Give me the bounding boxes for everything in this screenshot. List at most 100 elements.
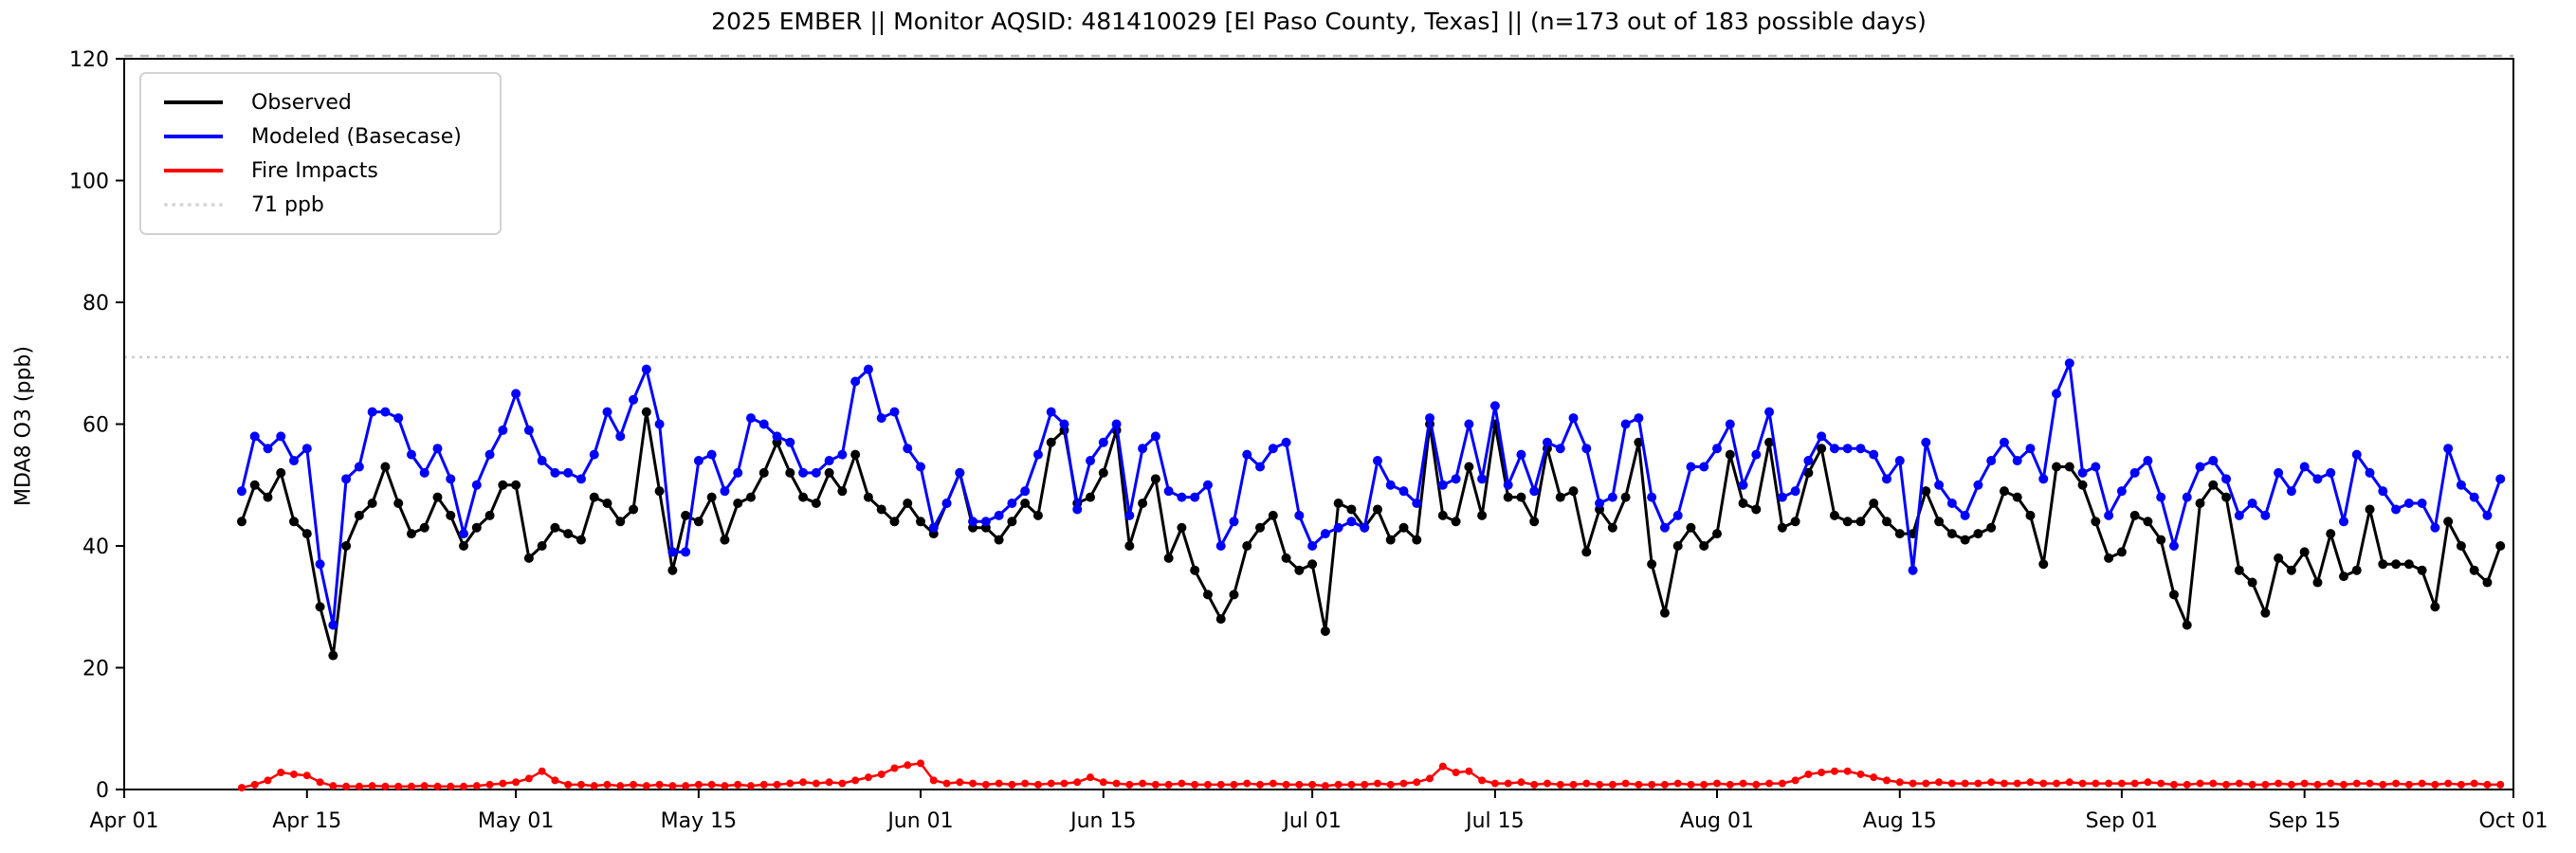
series-point-modeled-basecase- (2012, 456, 2022, 466)
series-point-modeled-basecase- (1529, 486, 1540, 497)
series-point-fire-impacts (2026, 778, 2035, 787)
series-point-observed (484, 510, 495, 520)
series-point-fire-impacts (499, 779, 507, 788)
series-point-fire-impacts (956, 778, 964, 787)
series-point-fire-impacts (1765, 779, 1774, 788)
series-point-fire-impacts (1582, 779, 1591, 788)
series-point-observed (2299, 547, 2310, 557)
series-point-fire-impacts (2235, 779, 2243, 788)
legend-box: Observed Modeled (Basecase) Fire Impacts… (139, 72, 502, 235)
series-point-observed (1190, 565, 1200, 575)
series-point-modeled-basecase- (1072, 504, 1083, 515)
series-point-modeled-basecase- (523, 425, 534, 435)
y-tick-label: 100 (69, 171, 109, 194)
series-point-modeled-basecase- (1986, 456, 1997, 466)
series-point-modeled-basecase- (1177, 492, 1187, 502)
series-point-fire-impacts (1334, 780, 1343, 789)
series-point-modeled-basecase- (484, 449, 495, 460)
series-point-modeled-basecase- (2469, 492, 2479, 502)
series-point-observed (1281, 553, 1291, 563)
series-point-fire-impacts (329, 782, 338, 790)
series-point-fire-impacts (917, 759, 924, 768)
series-point-modeled-basecase- (2077, 467, 2088, 478)
series-point-modeled-basecase- (2052, 389, 2062, 399)
series-point-modeled-basecase- (1360, 522, 1370, 533)
series-point-fire-impacts (2092, 779, 2100, 788)
series-point-modeled-basecase- (1451, 474, 1461, 484)
series-point-fire-impacts (734, 780, 742, 789)
series-point-modeled-basecase- (889, 407, 900, 417)
series-point-fire-impacts (1021, 779, 1030, 788)
series-point-fire-impacts (1883, 776, 1891, 785)
series-point-modeled-basecase- (537, 456, 547, 466)
series-point-fire-impacts (707, 780, 716, 789)
series-point-modeled-basecase- (2208, 456, 2219, 466)
series-point-observed (446, 510, 456, 520)
series-point-modeled-basecase- (720, 486, 730, 497)
series-point-fire-impacts (1648, 780, 1656, 789)
series-point-observed (2025, 510, 2036, 520)
series-point-modeled-basecase- (1647, 492, 1657, 502)
series-point-observed (2116, 547, 2127, 557)
series-point-fire-impacts (1778, 779, 1786, 788)
series-point-fire-impacts (590, 782, 598, 790)
series-point-modeled-basecase- (1229, 517, 1239, 527)
series-point-observed (1607, 522, 1617, 533)
series-point-observed (889, 517, 900, 527)
series-point-fire-impacts (1608, 780, 1617, 789)
series-point-observed (2038, 559, 2049, 570)
series-point-modeled-basecase- (2038, 474, 2049, 484)
series-point-observed (1294, 565, 1305, 575)
series-point-fire-impacts (2248, 780, 2256, 789)
series-point-observed (1163, 553, 1174, 563)
series-point-fire-impacts (2261, 780, 2270, 789)
series-point-observed (916, 517, 925, 527)
series-point-modeled-basecase- (980, 517, 991, 527)
series-point-observed (745, 492, 756, 502)
series-point-observed (1177, 522, 1187, 533)
series-point-fire-impacts (2105, 779, 2113, 788)
series-point-fire-impacts (381, 782, 390, 790)
series-point-observed (1451, 517, 1461, 527)
series-point-observed (1894, 529, 1905, 539)
series-point-modeled-basecase- (367, 407, 377, 417)
legend-item-71ppb: 71 ppb (141, 188, 500, 222)
series-point-observed (1960, 535, 1970, 545)
series-point-modeled-basecase- (916, 462, 925, 472)
series-point-fire-impacts (1961, 779, 1969, 788)
series-point-observed (2495, 541, 2506, 551)
series-point-fire-impacts (2457, 780, 2465, 789)
series-point-modeled-basecase- (1372, 456, 1382, 466)
series-point-fire-impacts (799, 778, 808, 787)
series-point-fire-impacts (969, 779, 977, 788)
series-point-modeled-basecase- (772, 431, 782, 442)
series-point-observed (1020, 499, 1031, 509)
series-point-modeled-basecase- (1999, 437, 2009, 447)
y-tick-label: 80 (82, 292, 109, 316)
series-point-fire-impacts (773, 780, 781, 789)
series-point-modeled-basecase- (1620, 419, 1631, 429)
series-point-fire-impacts (2130, 779, 2139, 788)
series-point-fire-impacts (2169, 780, 2178, 789)
series-point-observed (249, 480, 260, 490)
series-point-observed (2052, 462, 2062, 472)
series-point-fire-impacts (616, 782, 625, 790)
series-point-observed (1751, 504, 1762, 515)
series-point-fire-impacts (877, 770, 886, 778)
series-point-fire-impacts (447, 782, 455, 790)
x-tick-label: Aug 01 (1680, 809, 1754, 833)
series-point-observed (459, 541, 469, 551)
series-point-fire-impacts (1556, 780, 1564, 789)
chart-title: 2025 EMBER || Monitor AQSID: 481410029 [… (711, 8, 1927, 35)
series-point-modeled-basecase- (1190, 492, 1200, 502)
series-point-observed (1202, 590, 1213, 600)
series-point-modeled-basecase- (2274, 467, 2284, 478)
series-point-observed (2338, 572, 2348, 582)
series-point-observed (850, 449, 861, 460)
series-point-fire-impacts (786, 779, 795, 788)
series-point-observed (824, 467, 834, 478)
series-point-fire-impacts (1413, 778, 1421, 787)
series-point-modeled-basecase- (446, 474, 456, 484)
series-point-fire-impacts (2209, 779, 2218, 788)
series-point-fire-impacts (721, 782, 729, 790)
